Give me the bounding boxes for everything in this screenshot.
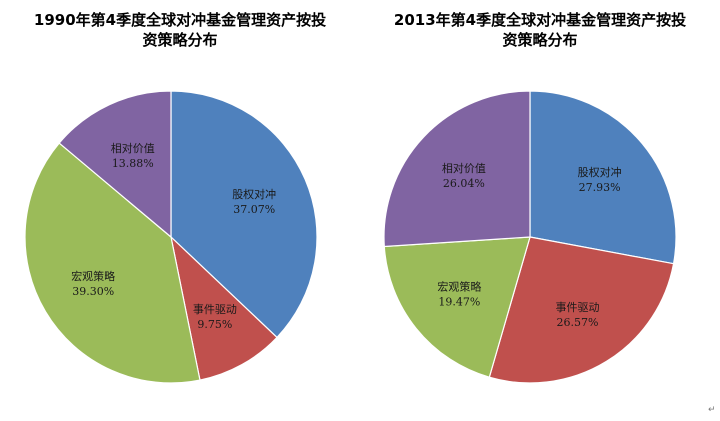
- slice-label-event-driven-1990: 事件驱动: [193, 303, 237, 316]
- slice-value-event-driven-1990: 9.75%: [197, 318, 232, 331]
- pie-slice-macro-1990: [24, 142, 201, 384]
- slice-value-relative-value-2013: 26.04%: [443, 177, 485, 190]
- pie-slice-event-driven-1990: [170, 235, 278, 381]
- pie-slice-relative-value-1990: [58, 90, 172, 239]
- chart-2013: 2013年第4季度全球对冲基金管理资产按投 资策略分布 股权对冲 27.93% 事件…: [360, 0, 720, 421]
- chart-title-2013: 2013年第4季度全球对冲基金管理资产按投 资策略分布: [370, 10, 710, 50]
- pie-chart-2013: 股权对冲 27.93% 事件驱动 26.57% 宏观策略 19.47% 相对价值 26.04%: [383, 90, 677, 384]
- slice-value-equity-hedge-2013: 27.93%: [579, 181, 621, 194]
- pie-slice-relative-value-2013: [383, 90, 531, 248]
- slice-label-event-driven-2013: 事件驱动: [556, 301, 600, 314]
- chart-title-2013-line-2: 资策略分布: [502, 31, 578, 49]
- slice-value-macro-1990: 39.30%: [72, 285, 114, 298]
- chart-title-2013-line-1: 2013年第4季度全球对冲基金管理资产按投: [393, 11, 687, 29]
- slice-label-relative-value-1990: 相对价值: [111, 141, 155, 155]
- slice-label-equity-hedge-2013: 股权对冲: [578, 165, 622, 179]
- slice-label-equity-hedge-1990: 股权对冲: [232, 187, 276, 201]
- pie-slice-equity-hedge-2013: [529, 90, 677, 265]
- chart-1990: 1990年第4季度全球对冲基金管理资产按投 资策略分布 股权对冲 37.07% 事件…: [10, 10, 350, 384]
- slice-value-equity-hedge-1990: 37.07%: [233, 203, 275, 216]
- chart-title-1990-line-1: 1990年第4季度全球对冲基金管理资产按投: [33, 11, 327, 29]
- slice-label-relative-value-2013: 相对价值: [442, 161, 486, 175]
- slice-value-event-driven-2013: 26.57%: [557, 316, 599, 329]
- pie-slice-macro-2013: [383, 236, 531, 378]
- slice-label-macro-1990: 宏观策略: [71, 269, 115, 283]
- pie-chart-1990: 股权对冲 37.07% 事件驱动 9.75% 宏观策略 39.30% 相对价值 13.88%: [24, 90, 318, 384]
- slice-value-macro-2013: 19.47%: [438, 296, 480, 309]
- slice-label-macro-2013: 宏观策略: [437, 280, 481, 294]
- chart-title-1990-line-2: 资策略分布: [142, 31, 218, 49]
- slice-value-relative-value-1990: 13.88%: [112, 157, 154, 170]
- paragraph-mark: ↵: [708, 405, 716, 415]
- pie-slice-event-driven-2013: [488, 236, 675, 384]
- pie-slice-equity-hedge-1990: [170, 90, 318, 339]
- chart-title-1990: 1990年第4季度全球对冲基金管理资产按投 资策略分布: [10, 10, 350, 50]
